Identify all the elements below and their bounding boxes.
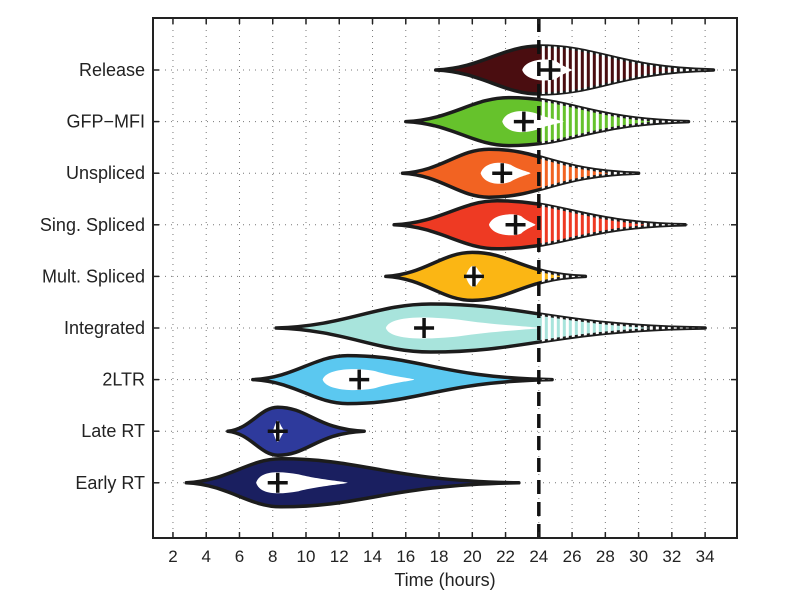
x-tick-label-14: 14 <box>363 547 382 566</box>
category-label-3: Sing. Spliced <box>40 215 145 235</box>
x-tick-label-4: 4 <box>201 547 210 566</box>
x-tick-label-28: 28 <box>596 547 615 566</box>
x-tick-label-2: 2 <box>168 547 177 566</box>
x-tick-label-26: 26 <box>563 547 582 566</box>
x-tick-label-6: 6 <box>235 547 244 566</box>
plot-frame <box>152 17 738 539</box>
category-label-8: Early RT <box>75 473 145 493</box>
x-tick-label-34: 34 <box>696 547 715 566</box>
x-tick-label-10: 10 <box>297 547 316 566</box>
violin-stripes-1 <box>541 97 689 146</box>
violin-stripes-2 <box>541 149 639 198</box>
x-tick-label-32: 32 <box>662 547 681 566</box>
violin-stripes-4 <box>541 252 586 301</box>
x-tick-label-18: 18 <box>430 547 449 566</box>
violin-stripes-5 <box>541 304 706 352</box>
violin-stripes-3 <box>541 200 683 249</box>
x-tick-label-16: 16 <box>396 547 415 566</box>
x-ticks: 2 4 6 8 10 12 14 16 18 20 22 24 26 28 30 32 34 <box>168 18 715 566</box>
x-tick-label-30: 30 <box>629 547 648 566</box>
category-label-1: GFP−MFI <box>66 112 145 132</box>
violin-body-7 <box>226 405 366 457</box>
category-label-6: 2LTR <box>102 370 145 390</box>
category-label-0: Release <box>79 60 145 80</box>
x-tick-label-8: 8 <box>268 547 277 566</box>
category-label-5: Integrated <box>64 318 145 338</box>
x-axis-label: Time (hours) <box>394 570 495 590</box>
x-tick-label-22: 22 <box>496 547 515 566</box>
x-tick-label-24: 24 <box>529 547 548 566</box>
x-tick-label-20: 20 <box>463 547 482 566</box>
category-labels: Release GFP−MFI Unspliced Sing. Spliced Mult… <box>40 60 737 493</box>
category-label-4: Mult. Spliced <box>42 266 145 286</box>
x-tick-label-12: 12 <box>330 547 349 566</box>
violins <box>184 44 716 509</box>
category-label-2: Unspliced <box>66 163 145 183</box>
category-label-7: Late RT <box>81 421 145 441</box>
violin-body-8 <box>184 457 521 509</box>
violin-stripes-6 <box>541 355 551 404</box>
